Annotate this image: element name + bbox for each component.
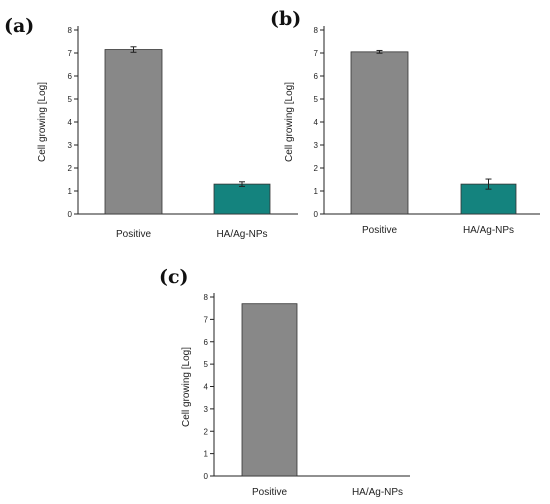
- category-label: Positive: [252, 487, 287, 498]
- y-tick-label: 6: [314, 72, 319, 81]
- y-tick-label: 4: [314, 118, 319, 127]
- y-tick-label: 0: [314, 210, 319, 219]
- y-tick-label: 0: [204, 472, 209, 481]
- y-tick-label: 1: [68, 187, 73, 196]
- y-tick-label: 2: [314, 164, 319, 173]
- y-axis-title: Cell growing [Log]: [37, 82, 48, 162]
- chart-panel-a: (a) 0 1 2 3 4 5 6 7 8 Cell growing [Log] Positive HA…: [4, 15, 298, 240]
- y-tick-label: 2: [68, 164, 73, 173]
- bar-ha-ag-nps: [213, 183, 271, 215]
- y-tick-label: 3: [68, 141, 73, 150]
- y-axis-title: Cell growing [Log]: [284, 82, 295, 162]
- bar-positive: [241, 303, 298, 477]
- y-tick-label: 8: [314, 26, 319, 35]
- bar-positive: [350, 51, 409, 215]
- y-tick-label: 4: [68, 118, 73, 127]
- panel-label-b: (b): [270, 8, 301, 30]
- y-tick-label: 8: [204, 293, 209, 302]
- y-tick-label: 5: [68, 95, 73, 104]
- y-tick-label: 1: [314, 187, 319, 196]
- y-tick-label: 2: [204, 427, 209, 436]
- category-label: HA/Ag-NPs: [352, 487, 403, 498]
- y-tick-label: 4: [204, 383, 209, 392]
- category-label: Positive: [116, 229, 151, 240]
- y-tick-label: 8: [68, 26, 73, 35]
- y-tick-label: 6: [204, 338, 209, 347]
- chart-panel-c: (c) 0 1 2 3 4 5 6 7 8 Cell growing [Log] Positive HA…: [159, 266, 410, 498]
- bar-positive: [104, 49, 163, 215]
- category-label: Positive: [362, 225, 397, 236]
- category-label: HA/Ag-NPs: [463, 225, 514, 236]
- y-tick-label: 7: [314, 49, 319, 58]
- y-tick-label: 7: [204, 315, 209, 324]
- y-tick-label: 1: [204, 450, 209, 459]
- y-tick-label: 0: [68, 210, 73, 219]
- y-tick-label: 3: [314, 141, 319, 150]
- y-tick-label: 5: [204, 360, 209, 369]
- category-label: HA/Ag-NPs: [216, 229, 267, 240]
- y-tick-label: 6: [68, 72, 73, 81]
- panel-label-a: (a): [4, 15, 34, 37]
- y-tick-label: 5: [314, 95, 319, 104]
- panel-label-c: (c): [159, 266, 189, 288]
- y-tick-label: 3: [204, 405, 209, 414]
- chart-panel-b: (b) 0 1 2 3 4 5 6 7 8 Cell growing [Log] Positive HA…: [270, 8, 540, 236]
- y-tick-label: 7: [68, 49, 73, 58]
- y-axis-title: Cell growing [Log]: [181, 347, 192, 427]
